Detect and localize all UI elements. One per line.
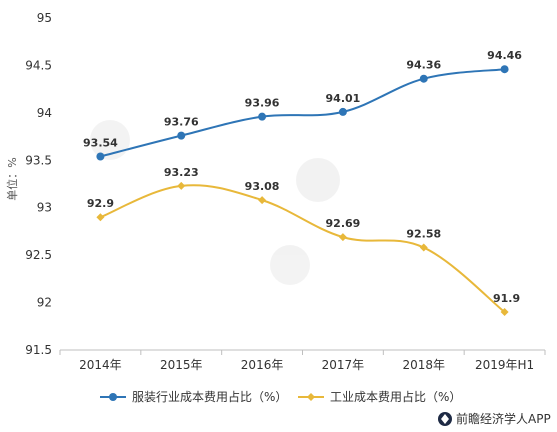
y-tick-label: 93 [37,201,52,215]
data-point [177,181,186,190]
x-tick-label: 2018年 [402,358,445,372]
y-axis: 91.5 92 92.5 93 93.5 94 94.5 95 [25,11,52,357]
data-point [96,213,105,222]
data-point [500,308,509,317]
x-tick-label: 2019年H1 [475,358,534,372]
data-label: 93.76 [164,116,199,129]
data-label: 92.58 [406,228,441,241]
data-point [258,112,267,121]
data-label: 92.9 [87,197,114,210]
data-label: 94.46 [487,49,522,62]
x-tick-label: 2017年 [322,358,365,372]
watermark [90,120,340,285]
data-label: 91.9 [493,292,520,305]
data-label: 94.01 [326,92,361,105]
x-tick-label: 2015年 [160,358,203,372]
x-axis: 2014年 2015年 2016年 2017年 2018年 2019年H1 [59,349,546,372]
data-label: 93.23 [164,166,199,179]
data-point [419,74,428,83]
series-line [100,68,505,158]
data-label: 93.96 [245,97,280,110]
y-tick-label: 91.5 [25,343,52,357]
series-2: 92.9 93.23 93.08 92.69 92.58 91.9 [87,166,520,317]
data-label: 93.54 [83,136,118,149]
y-axis-label: 单位：% [5,157,19,200]
y-tick-label: 93.5 [25,153,52,167]
legend-item: 工业成本费用占比（%） [298,389,461,404]
y-tick-label: 92 [37,296,52,310]
data-point [338,107,347,116]
data-point [258,196,267,205]
data-point [96,152,105,161]
x-tick-label: 2016年 [241,358,284,372]
series-1: 93.54 93.76 93.96 94.01 94.36 94.46 [83,49,522,161]
legend-label: 工业成本费用占比（%） [330,389,461,404]
data-label: 94.36 [406,59,441,72]
legend-item: 服装行业成本费用占比（%） [100,389,287,404]
brand-text: 前瞻经济学人APP [456,411,551,426]
legend-label: 服装行业成本费用占比（%） [132,389,287,404]
qianzhan-logo-icon [438,412,452,426]
y-tick-label: 94.5 [25,58,52,72]
data-point [500,65,509,74]
legend: 服装行业成本费用占比（%） 工业成本费用占比（%） [100,389,461,404]
y-tick-label: 94 [37,106,52,120]
legend-marker [109,393,117,401]
data-label: 93.08 [245,180,280,193]
data-point [177,131,186,140]
y-tick-label: 95 [37,11,52,25]
series-line [100,184,506,313]
brand-footer: 前瞻经济学人APP [438,411,551,426]
x-tick-label: 2014年 [79,358,122,372]
data-point [338,233,347,242]
legend-marker [307,393,315,401]
data-label: 92.69 [326,217,361,230]
y-tick-label: 92.5 [25,248,52,262]
data-point [419,243,428,252]
